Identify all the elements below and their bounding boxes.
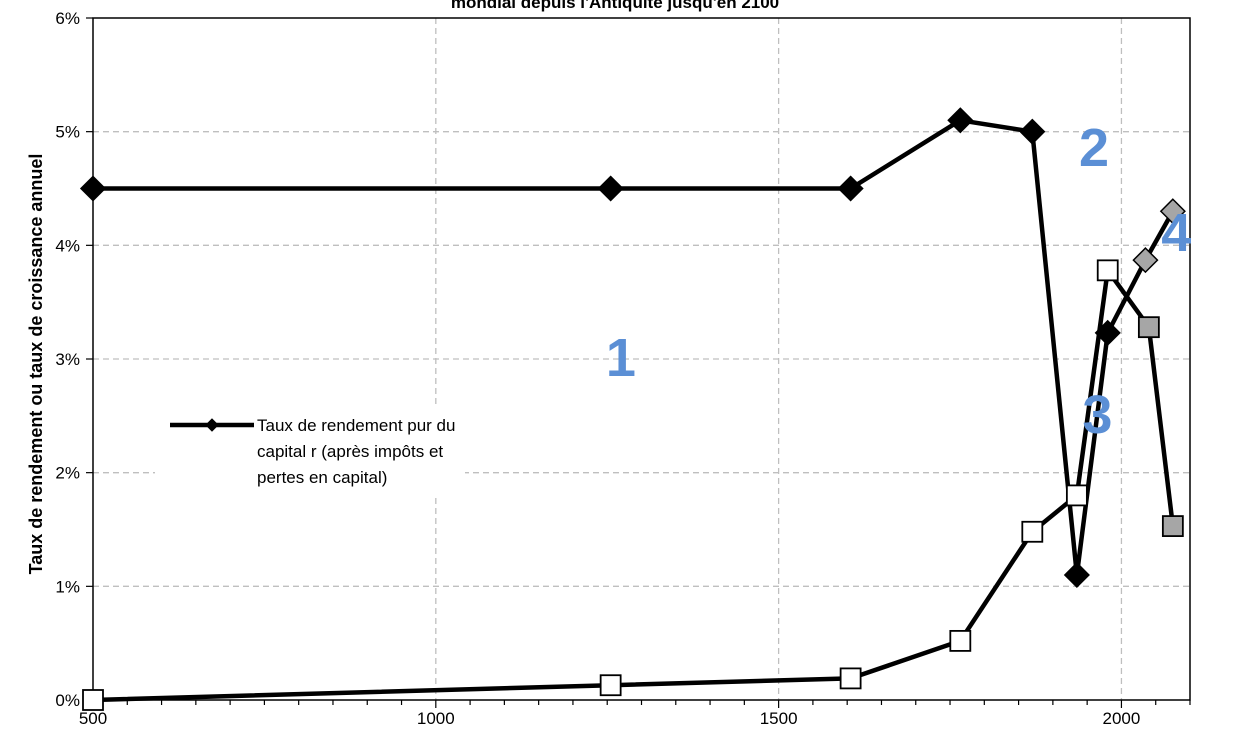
series-2-point xyxy=(82,689,104,711)
series-1-point xyxy=(837,175,864,202)
y-tick-label: 2% xyxy=(55,464,80,483)
legend-background xyxy=(155,405,465,497)
grid xyxy=(93,18,1190,700)
x-tick-label: 1500 xyxy=(760,709,798,728)
x-tick-label: 500 xyxy=(79,709,107,728)
y-axis-label: Taux de rendement ou taux de croissance … xyxy=(26,154,46,575)
series-1-point xyxy=(1019,118,1046,145)
series-2-point xyxy=(1021,520,1044,543)
y-tick-label: 6% xyxy=(55,9,80,28)
series-2-point xyxy=(1161,515,1184,537)
annotation-label: 4 xyxy=(1161,203,1191,263)
legend-entry-line: pertes en capital) xyxy=(257,468,387,487)
series-layer xyxy=(79,107,1186,711)
y-tick-label: 5% xyxy=(55,123,80,142)
y-tick-label: 0% xyxy=(55,691,80,710)
legend: Taux de rendement pur du capital r (après… xyxy=(155,405,465,497)
annotation-label: 1 xyxy=(606,328,636,388)
series-1-point xyxy=(597,175,624,202)
x-tick-label: 2000 xyxy=(1103,709,1141,728)
annotation-label: 3 xyxy=(1082,385,1112,445)
series-1-point xyxy=(79,175,107,202)
y-tick-label: 4% xyxy=(55,236,80,255)
annotations: 1 2 3 4 xyxy=(606,118,1191,445)
series-2-point xyxy=(1065,484,1088,507)
series-2-point xyxy=(1137,316,1160,339)
legend-entry-line: capital r (après impôts et xyxy=(257,442,443,461)
annotation-label: 2 xyxy=(1079,118,1109,178)
y-tick-label: 1% xyxy=(55,577,80,596)
series-1-point xyxy=(1132,247,1159,274)
legend-swatch-marker xyxy=(205,418,219,432)
series-1-point xyxy=(1063,561,1090,589)
y-tick-label: 3% xyxy=(55,350,80,369)
axes: 500 1000 1500 2000 0% 1% 2% 3% 4% 5% 6% xyxy=(55,9,1191,728)
series-2-point xyxy=(1096,259,1119,282)
x-tick-label: 1000 xyxy=(417,709,455,728)
series-1-point xyxy=(947,107,974,134)
series-1-point xyxy=(1159,198,1186,225)
chart-title: mondial depuis l'Antiquité jusqu'en 2100 xyxy=(451,0,779,12)
legend-entry-line: Taux de rendement pur du xyxy=(257,416,455,435)
series-2-point xyxy=(949,629,972,652)
series-2-point xyxy=(839,667,862,690)
series-2-point xyxy=(599,674,622,697)
